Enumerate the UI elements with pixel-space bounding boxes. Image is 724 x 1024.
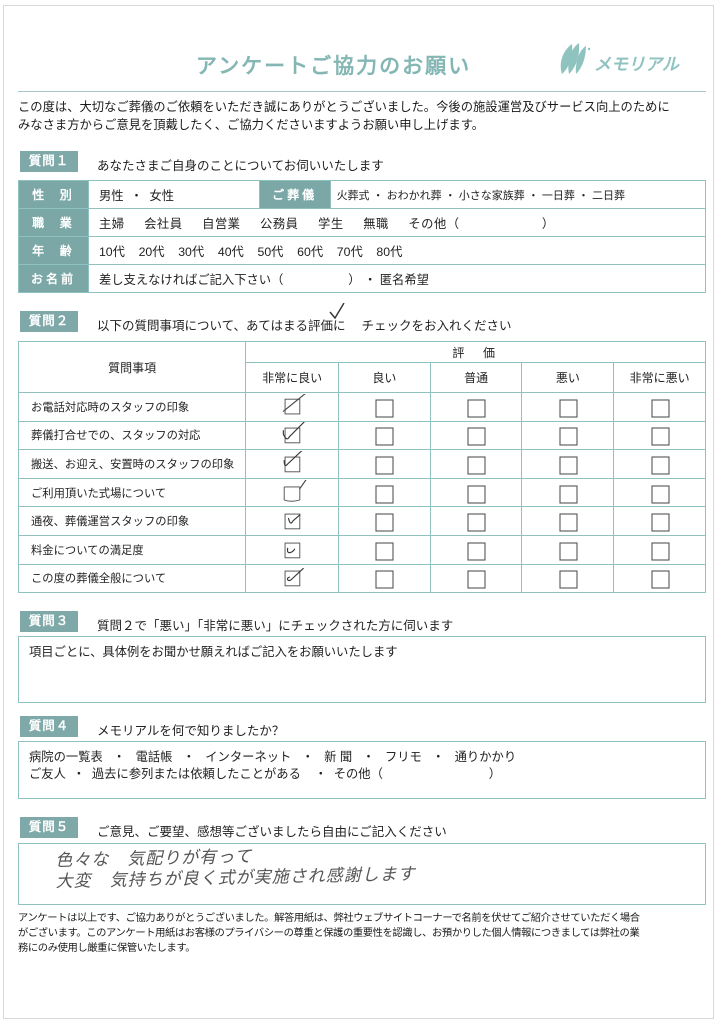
svg-text:メモリアル: メモリアル: [594, 55, 680, 74]
